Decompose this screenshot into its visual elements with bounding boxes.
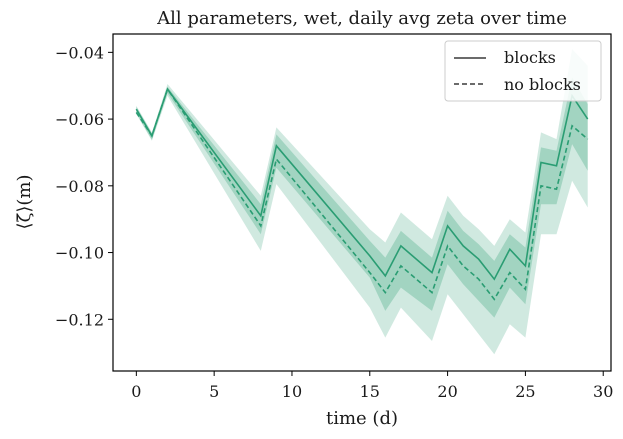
- band-outer: [136, 49, 588, 355]
- x-axis-label: time (d): [326, 408, 398, 429]
- plot-frame: [112, 33, 612, 372]
- series-line-blocks: [135, 87, 589, 281]
- series-lines: [135, 87, 589, 301]
- y-axis: −0.04 −0.06 −0.08 −0.10 −0.12: [55, 43, 113, 329]
- chart-title: All parameters, wet, daily avg zeta over…: [156, 8, 567, 29]
- legend-label-blocks: blocks: [504, 48, 556, 67]
- y-tick-label: −0.10: [55, 244, 104, 263]
- x-tick-label: 25: [515, 382, 535, 401]
- legend: blocks no blocks: [444, 40, 602, 102]
- confidence-bands: [136, 49, 588, 355]
- x-tick-label: 5: [209, 382, 219, 401]
- y-tick-label: −0.12: [55, 310, 104, 329]
- x-tick-label: 10: [282, 382, 302, 401]
- legend-box: [444, 40, 602, 102]
- y-tick-label: −0.08: [55, 177, 104, 196]
- y-axis-label: ⟨ζ̄⟩(m): [14, 175, 35, 230]
- x-tick-label: 30: [593, 382, 613, 401]
- x-tick-label: 15: [360, 382, 380, 401]
- x-axis: 0 5 10 15 20 25 30: [131, 371, 613, 401]
- legend-label-no-blocks: no blocks: [504, 75, 581, 94]
- y-tick-label: −0.04: [55, 43, 104, 62]
- x-tick-label: 0: [131, 382, 141, 401]
- y-tick-label: −0.06: [55, 110, 104, 129]
- band-inner: [136, 77, 588, 318]
- series-line-no-blocks: [135, 87, 589, 301]
- x-tick-label: 20: [437, 382, 457, 401]
